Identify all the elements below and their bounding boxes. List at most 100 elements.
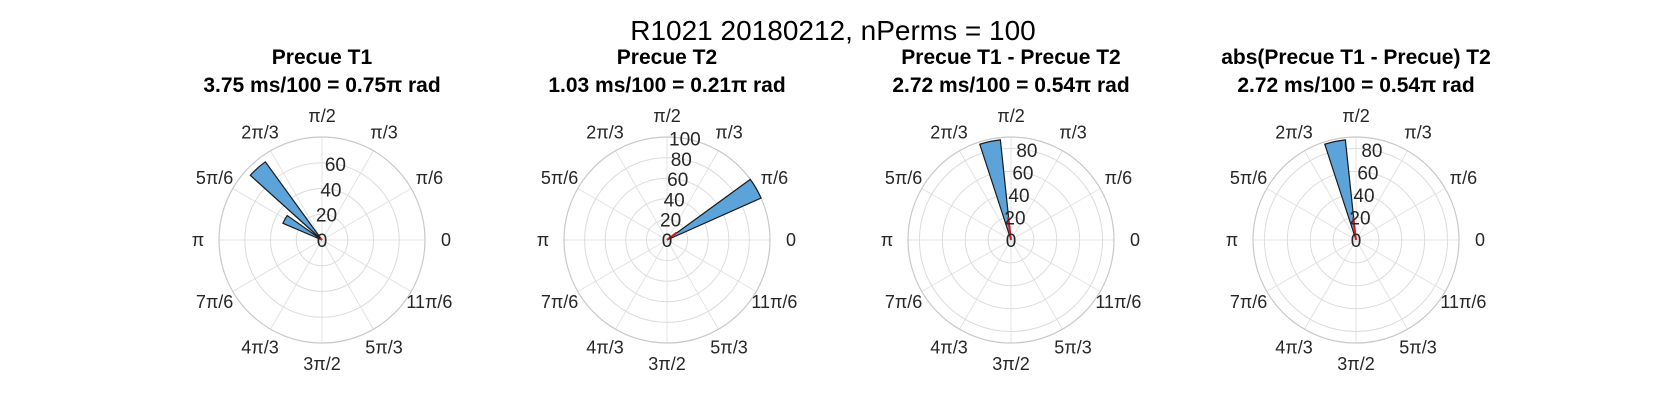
grid-ring <box>645 218 689 262</box>
grid-spoke <box>615 239 668 330</box>
theta-tick-label: 0 <box>786 230 796 250</box>
grid-spoke <box>921 188 1012 241</box>
r-tick-label: 20 <box>316 206 337 227</box>
grid-spoke <box>666 239 757 292</box>
grid-ring <box>270 188 374 292</box>
r-tick-label: 60 <box>1357 163 1378 184</box>
theta-tick-label: π/6 <box>416 168 443 188</box>
histogram-bar <box>1324 139 1357 241</box>
theta-tick-label: π/3 <box>1059 123 1086 143</box>
grid-spoke <box>577 239 668 292</box>
polar-panel-1: Precue T1 3.75 ms/100 = 0.75π rad 0 20 40 60 0… <box>192 46 453 374</box>
r-tick-label: 20 <box>660 211 681 232</box>
figure-suptitle: R1021 20180212, nPerms = 100 <box>630 15 1036 46</box>
theta-tick-label: 5π/6 <box>1230 168 1267 188</box>
theta-tick-label: π/3 <box>1404 123 1431 143</box>
grid-ring <box>987 216 1035 264</box>
grid-spoke <box>921 239 1012 292</box>
polar-boundary <box>563 136 771 344</box>
theta-tick-label: 7π/6 <box>541 292 578 312</box>
grid-ring <box>941 170 1081 310</box>
theta-tick-label: π/3 <box>715 123 742 143</box>
grid-ring <box>1286 170 1426 310</box>
r-tick-label: 0 <box>1351 231 1362 252</box>
grid-spoke <box>1010 239 1101 292</box>
theta-tick-label: 0 <box>1475 230 1485 250</box>
polar-panels: Precue T13.75 ms/100 = 0.75π rad02040600… <box>192 46 1491 374</box>
grid-ring <box>1309 193 1403 287</box>
theta-tick-label: 5π/6 <box>196 168 233 188</box>
grid-ring <box>625 198 709 282</box>
polar-panel-2: Precue T21.03 ms/100 = 0.21π rad02040608… <box>537 46 798 374</box>
theta-tick-label: 3π/2 <box>1337 354 1374 374</box>
theta-tick-label: 3π/2 <box>648 354 685 374</box>
theta-tick-label: 2π/3 <box>930 123 967 143</box>
grid-spoke <box>1266 239 1357 292</box>
grid-spoke <box>666 150 719 241</box>
theta-tick-label: 11π/6 <box>1440 292 1486 312</box>
theta-tick-label: 4π/3 <box>586 337 623 357</box>
theta-tick-label: π <box>537 230 549 250</box>
histogram-bar <box>249 160 323 241</box>
grid-spoke <box>959 239 1012 330</box>
r-tick-label: 40 <box>320 180 341 201</box>
panel-title: Precue T2 <box>617 46 717 69</box>
grid-spoke <box>1266 188 1357 241</box>
grid-spoke <box>1355 188 1446 241</box>
panel-title: Precue T1 - Precue T2 <box>901 46 1120 69</box>
mean-vector <box>1352 217 1357 241</box>
theta-tick-label: π/6 <box>761 168 788 188</box>
grid-ring <box>964 193 1058 287</box>
theta-tick-label: 5π/3 <box>710 337 747 357</box>
grid-spoke <box>959 150 1012 241</box>
grid-ring <box>244 162 400 318</box>
theta-tick-label: π/2 <box>653 106 680 126</box>
theta-tick-label: 5π/3 <box>1054 337 1091 357</box>
r-tick-label: 60 <box>1012 163 1033 184</box>
grid-spoke <box>1355 239 1408 330</box>
theta-tick-label: π <box>192 230 204 250</box>
theta-tick-label: π/2 <box>1342 106 1369 126</box>
theta-tick-label: π <box>1226 230 1238 250</box>
theta-tick-label: 2π/3 <box>1275 123 1312 143</box>
r-tick-label: 40 <box>1353 186 1374 207</box>
panel-subtitle: 1.03 ms/100 = 0.21π rad <box>548 74 785 97</box>
r-tick-label: 0 <box>662 231 673 252</box>
theta-tick-label: 5π/6 <box>541 168 578 188</box>
grid-ring <box>604 177 730 303</box>
theta-tick-label: 2π/3 <box>586 123 623 143</box>
r-tick-label: 20 <box>1004 208 1025 229</box>
grid-spoke <box>1355 239 1446 292</box>
r-tick-label: 80 <box>1016 141 1037 162</box>
panel-subtitle: 2.72 ms/100 = 0.54π rad <box>892 74 1129 97</box>
theta-tick-label: 2π/3 <box>241 123 278 143</box>
theta-tick-label: 7π/6 <box>196 292 233 312</box>
polar-panel-4: abs(Precue T1 - Precue) T2 2.72 ms/100 = … <box>1221 46 1491 374</box>
grid-spoke <box>666 239 719 330</box>
histogram-bar <box>979 139 1012 241</box>
r-tick-label: 40 <box>1008 186 1029 207</box>
grid-ring <box>584 157 750 323</box>
grid-spoke <box>615 150 668 241</box>
panel-subtitle: 3.75 ms/100 = 0.75π rad <box>203 74 440 97</box>
theta-tick-label: 5π/3 <box>1399 337 1436 357</box>
grid-ring <box>1332 216 1380 264</box>
polar-panel-3: Precue T1 - Precue T2 2.72 ms/100 = 0.54π… <box>881 46 1142 374</box>
grid-spoke <box>1304 239 1357 330</box>
panel-subtitle: 2.72 ms/100 = 0.54π rad <box>1237 74 1474 97</box>
theta-tick-label: 0 <box>441 230 451 250</box>
r-tick-label: 80 <box>1361 141 1382 162</box>
theta-tick-label: 4π/3 <box>1275 337 1312 357</box>
theta-tick-label: 7π/6 <box>885 292 922 312</box>
r-tick-label: 80 <box>671 150 692 171</box>
mean-vector <box>666 231 678 241</box>
r-tick-label: 20 <box>1349 208 1370 229</box>
grid-spoke <box>1010 239 1063 330</box>
r-tick-label: 60 <box>667 170 688 191</box>
theta-tick-label: 11π/6 <box>751 292 797 312</box>
histogram-bar <box>282 214 323 241</box>
theta-tick-label: 11π/6 <box>1095 292 1141 312</box>
r-tick-label: 40 <box>664 190 685 211</box>
r-tick-label: 60 <box>325 155 346 176</box>
